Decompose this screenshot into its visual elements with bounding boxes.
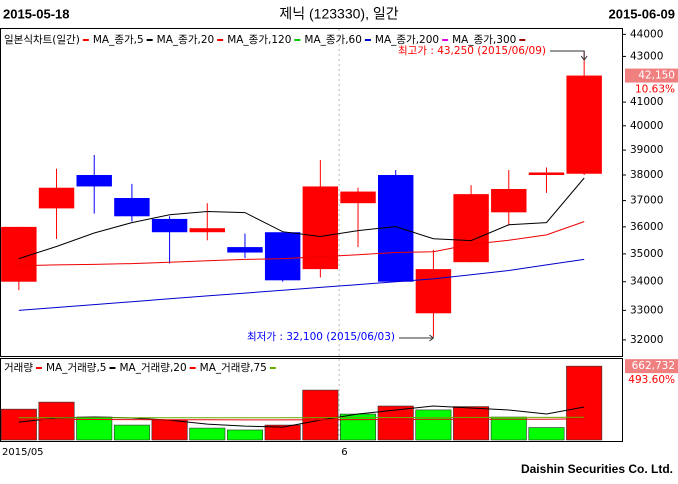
chart-title: 제닉 (123330), 일간 (279, 6, 398, 22)
legend-entry: MA_종가,20 (157, 34, 215, 46)
candle-body (76, 175, 112, 187)
candle-body (528, 172, 565, 176)
x-tick-label: 2015/05 (2, 447, 44, 458)
last-value: 42,150 (638, 70, 675, 82)
candle-body (491, 188, 527, 213)
low-annotation: 최저가 : 32,100 (2015/06/03) (247, 331, 395, 343)
candle-body (264, 232, 301, 281)
y-tick-label: 40000 (630, 120, 663, 132)
y-tick-label: 44000 (630, 28, 663, 40)
y-tick-label: 35000 (630, 248, 663, 260)
volume-bar (189, 427, 226, 441)
high-annotation: 최고가 : 43,250 (2015/06/09) (398, 45, 546, 57)
candle-body (189, 228, 225, 233)
change-value: 493.60% (628, 374, 675, 386)
y-tick-label: 34000 (630, 276, 663, 288)
legend-entry: MA_거래량,75 (200, 362, 267, 374)
candle-body (566, 75, 602, 174)
candle-body (151, 218, 188, 233)
volume-bar (76, 416, 113, 441)
volume-bar (453, 406, 490, 441)
volume-bar (264, 424, 301, 441)
legend-entry: MA_종가,60 (304, 34, 362, 46)
y-tick-label: 41000 (630, 96, 663, 108)
volume-bar (490, 416, 527, 441)
y-tick-label: 39000 (630, 144, 663, 156)
ma-line (18, 258, 585, 311)
ma-line (18, 416, 585, 419)
legend-entry: MA_종가,200 (375, 34, 439, 46)
ma-line (18, 418, 585, 421)
volume-bar (0, 408, 37, 441)
change-value: 10.63% (635, 84, 675, 96)
candle-body (114, 198, 150, 217)
volume-bar (340, 413, 377, 441)
volume-bar (113, 424, 150, 441)
candle-body (453, 194, 489, 263)
y-tick-label: 33000 (630, 304, 663, 316)
last-value-badge (625, 68, 678, 83)
candle-body (378, 175, 414, 282)
legend-entry: MA_종가,5 (93, 34, 144, 46)
candle-body (302, 186, 339, 270)
legend-entry: MA_종가,300 (452, 34, 516, 46)
footer: Daishin Securities Co. Ltd. (521, 462, 673, 476)
legend-label: 일본식차트(일간) (4, 33, 80, 46)
end-date: 2015-06-09 (609, 6, 676, 21)
ma-line (18, 221, 585, 267)
legend-entry: MA_종가,120 (227, 34, 291, 46)
volume-bar (528, 427, 565, 441)
volume-pane (0, 358, 623, 442)
y-tick-label: 37000 (630, 195, 663, 207)
candle-body (227, 247, 263, 253)
last-value-badge (625, 359, 678, 374)
volume-bar (566, 365, 603, 441)
candle-body (38, 187, 75, 209)
legend-label: 거래량 (4, 362, 33, 374)
ma-line (18, 177, 585, 260)
legend-entry: MA_거래량,5 (46, 362, 107, 374)
price-pane (0, 28, 623, 357)
volume-bar (226, 429, 263, 441)
legend-entry: MA_거래량,20 (119, 362, 186, 374)
y-tick-label: 43000 (630, 50, 663, 62)
x-tick-label: 6 (341, 447, 347, 458)
volume-bar (415, 409, 452, 441)
start-date: 2015-05-18 (3, 6, 70, 21)
annotation-arrow (549, 50, 588, 61)
last-value: 662,732 (632, 360, 675, 372)
candle-body (340, 191, 376, 204)
volume-bar (151, 419, 188, 441)
volume-bar (38, 401, 75, 441)
candle-body (415, 269, 452, 314)
annotation-arrow (398, 334, 435, 342)
y-tick-label: 38000 (630, 169, 663, 181)
volume-bar (302, 389, 339, 441)
y-tick-label: 32000 (630, 334, 663, 346)
y-tick-label: 36000 (630, 221, 663, 233)
